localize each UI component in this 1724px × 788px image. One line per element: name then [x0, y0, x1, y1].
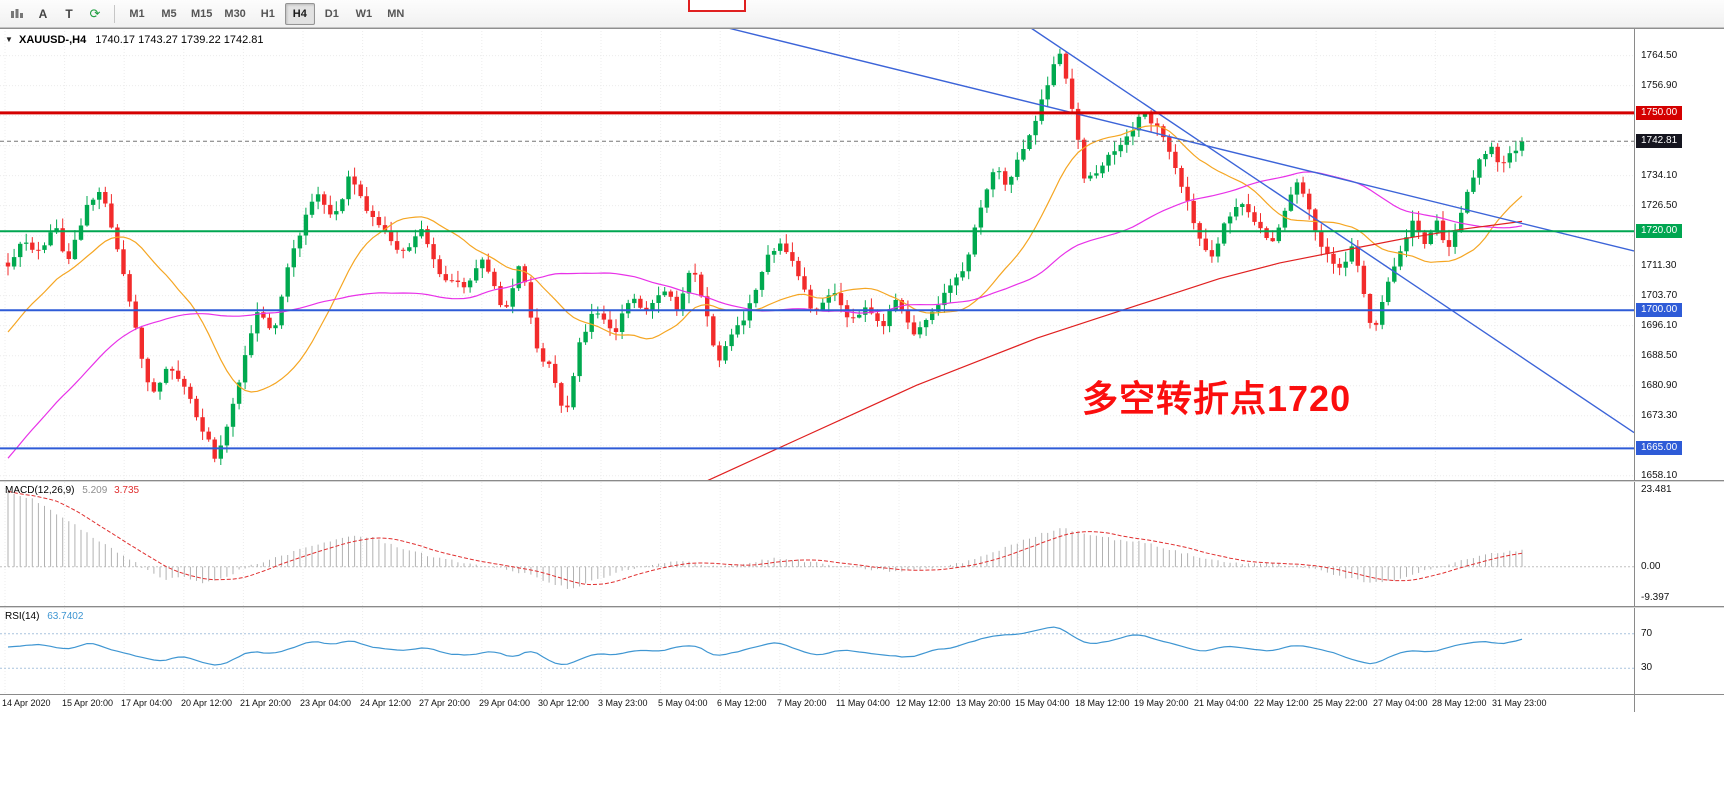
chart-plot[interactable]: ▼ XAUUSD-,H4 1740.17 1743.27 1739.22 174… [0, 28, 1634, 712]
macd-scale-label: 23.481 [1641, 484, 1672, 495]
time-tick-label: 27 Apr 20:00 [419, 698, 471, 708]
time-tick-label: 11 May 04:00 [836, 698, 890, 708]
time-tick-label: 12 May 12:00 [896, 698, 951, 708]
time-tick-label: 14 Apr 2020 [2, 698, 51, 708]
time-tick-label: 25 May 22:00 [1313, 698, 1368, 708]
time-tick-label: 30 Apr 12:00 [538, 698, 590, 708]
price-tick-label: 1696.10 [1641, 320, 1678, 331]
price-tick-label: 1703.70 [1641, 290, 1678, 301]
macd-signal-value: 3.735 [114, 485, 140, 496]
timeframe-button-mn[interactable]: MN [387, 7, 405, 20]
toolbar: A T ⟳ M1 M5 M15 M30 H1 H4 D1 W1 MN [0, 0, 1724, 28]
rsi-indicator-label: RSI(14) 63.7402 [5, 611, 83, 622]
time-tick-label: 13 May 20:00 [956, 698, 1011, 708]
price-tick-label: 1764.50 [1641, 50, 1678, 61]
time-tick-label: 24 Apr 12:00 [360, 698, 412, 708]
chevron-down-icon[interactable]: ▼ [5, 35, 13, 44]
timeframe-button-m15[interactable]: M15 [191, 7, 213, 20]
price-level-badge: 1742.81 [1636, 134, 1683, 148]
text-tool-t-button[interactable]: T [65, 6, 73, 21]
main-chart-canvas[interactable] [0, 28, 1634, 480]
tool-button-group: A T ⟳ [4, 2, 108, 25]
price-tick-label: 1673.30 [1641, 410, 1678, 421]
price-axis[interactable]: 1764.50 1756.90 1734.10 1726.50 1711.30 1703.… [1634, 28, 1724, 712]
rsi-scale-label: 30 [1641, 662, 1653, 673]
chart-icon[interactable] [5, 2, 29, 25]
ohlc-values: 1740.17 1743.27 1739.22 1742.81 [95, 34, 264, 46]
macd-title: MACD(12,26,9) [5, 485, 75, 496]
symbol-period-label: XAUUSD-,H4 [18, 34, 87, 46]
time-tick-label: 6 May 12:00 [717, 698, 767, 708]
timeframe-button-m30[interactable]: M30 [224, 7, 246, 20]
price-level-badge: 1665.00 [1636, 441, 1683, 455]
time-tick-label: 19 May 20:00 [1134, 698, 1189, 708]
rsi-scale-label: 70 [1641, 628, 1653, 639]
price-tick-label: 1658.10 [1641, 470, 1678, 481]
time-tick-label: 3 May 23:00 [598, 698, 648, 708]
price-tick-label: 1680.90 [1641, 380, 1678, 391]
price-level-badge: 1750.00 [1636, 106, 1683, 120]
time-tick-label: 31 May 23:00 [1492, 698, 1547, 708]
symbol-ohlc-label: ▼ XAUUSD-,H4 1740.17 1743.27 1739.22 174… [5, 34, 264, 46]
rsi-panel-canvas[interactable] [0, 608, 1634, 694]
time-tick-label: 29 Apr 04:00 [479, 698, 531, 708]
time-axis[interactable]: 14 Apr 2020 15 Apr 20:00 17 Apr 04:00 20 Ap… [0, 695, 1634, 712]
time-tick-label: 15 May 04:00 [1015, 698, 1070, 708]
rsi-title: RSI(14) [5, 611, 40, 622]
time-tick-label: 21 May 04:00 [1194, 698, 1249, 708]
price-level-badge: 1720.00 [1636, 224, 1683, 238]
timeframe-button-m1[interactable]: M1 [129, 7, 145, 20]
price-tick-label: 1688.50 [1641, 350, 1678, 361]
time-tick-label: 20 Apr 12:00 [181, 698, 233, 708]
macd-scale-label: -9.397 [1641, 592, 1670, 603]
refresh-icon[interactable]: ⟳ [89, 5, 101, 21]
time-tick-label: 7 May 20:00 [777, 698, 827, 708]
time-tick-label: 18 May 12:00 [1075, 698, 1130, 708]
panel-divider-rsi[interactable] [0, 606, 1724, 608]
time-tick-label: 21 Apr 20:00 [240, 698, 292, 708]
clipped-red-box [688, 0, 746, 12]
timeframe-toolbar: M1 M5 M15 M30 H1 H4 D1 W1 MN [121, 2, 412, 25]
macd-indicator-label: MACD(12,26,9) 5.209 3.735 [5, 485, 139, 496]
chart-top-border [0, 28, 1724, 29]
timeframe-button-w1[interactable]: W1 [355, 7, 373, 20]
price-tick-label: 1756.90 [1641, 80, 1678, 91]
chart-annotation[interactable]: 多空转折点1720 [1082, 378, 1352, 419]
panel-divider-macd[interactable] [0, 480, 1724, 482]
timeframe-button-m5[interactable]: M5 [161, 7, 177, 20]
price-level-badge: 1700.00 [1636, 303, 1683, 317]
time-tick-label: 23 Apr 04:00 [300, 698, 352, 708]
macd-scale-label: 0.00 [1641, 561, 1661, 572]
macd-main-value: 5.209 [82, 485, 108, 496]
time-tick-label: 5 May 04:00 [658, 698, 708, 708]
time-tick-label: 28 May 12:00 [1432, 698, 1487, 708]
price-tick-label: 1726.50 [1641, 200, 1678, 211]
macd-panel-canvas[interactable] [0, 482, 1634, 606]
price-tick-label: 1711.30 [1641, 260, 1677, 271]
time-tick-label: 27 May 04:00 [1373, 698, 1428, 708]
rsi-value: 63.7402 [47, 611, 84, 622]
timeframe-button-d1[interactable]: D1 [324, 7, 339, 20]
time-tick-label: 17 Apr 04:00 [121, 698, 173, 708]
timeframe-button-h4[interactable]: H4 [284, 2, 315, 25]
time-axis-border [0, 694, 1724, 695]
time-tick-label: 15 Apr 20:00 [62, 698, 114, 708]
price-tick-label: 1734.10 [1641, 170, 1678, 181]
timeframe-button-h1[interactable]: H1 [260, 7, 275, 20]
chart-area: ▼ XAUUSD-,H4 1740.17 1743.27 1739.22 174… [0, 28, 1724, 712]
toolbar-separator [114, 4, 115, 23]
annotation-tool-a-button[interactable]: A [38, 6, 48, 21]
time-tick-label: 22 May 12:00 [1254, 698, 1309, 708]
